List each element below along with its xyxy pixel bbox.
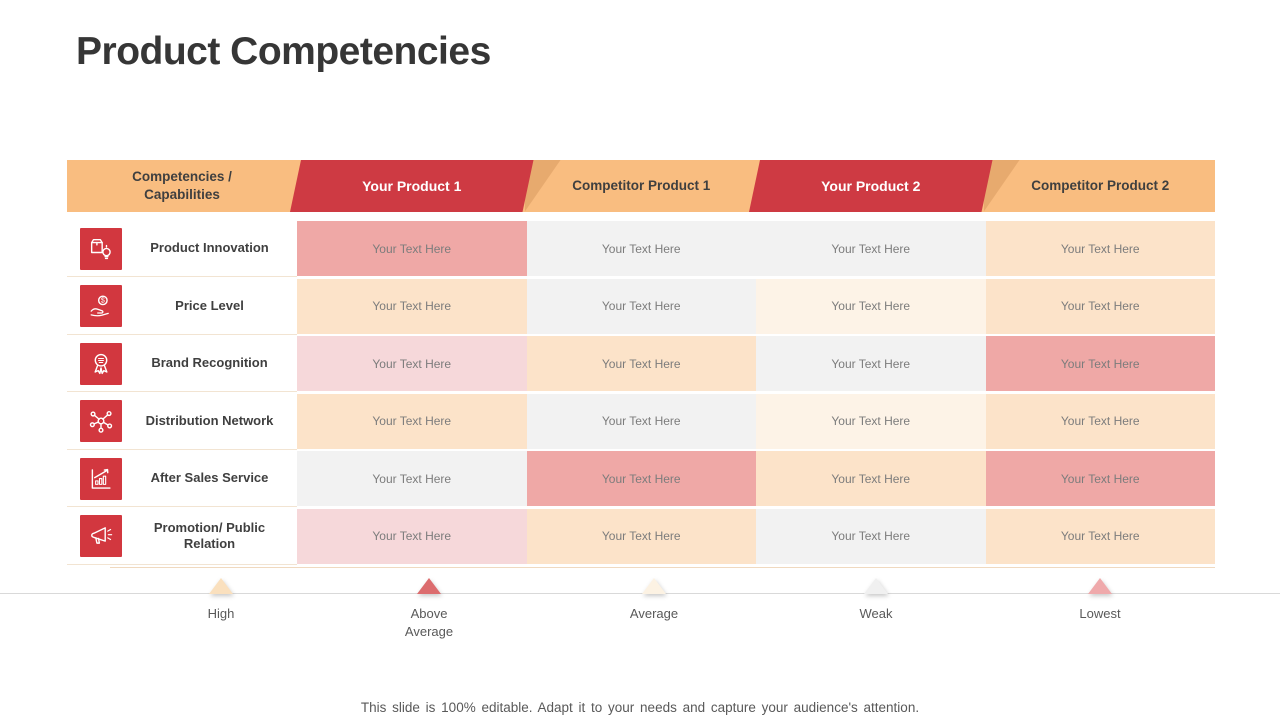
- table-cell: Your Text Here: [756, 221, 986, 276]
- competency-cell: After Sales Service: [67, 451, 297, 506]
- after-sales-service-icon: [80, 457, 122, 500]
- table-cell: Your Text Here: [985, 221, 1215, 276]
- triangle-marker-icon: [864, 578, 888, 594]
- table-cell: Your Text Here: [756, 336, 986, 391]
- header-competencies: Competencies / Capabilities: [132, 169, 232, 202]
- table-header: Competencies / Capabilities Your Product…: [67, 160, 1215, 212]
- table-cell: Your Text Here: [985, 508, 1215, 564]
- legend-axis-line: [0, 593, 1280, 594]
- legend-item: Above Average: [359, 578, 499, 640]
- legend-label: Weak: [859, 606, 893, 621]
- table-cell: Your Text Here: [526, 508, 756, 564]
- table-bottom-divider: [110, 567, 1215, 568]
- competency-label: Promotion/ Public Relation: [153, 519, 266, 551]
- table-row: Distribution Network Your Text Here Your …: [67, 393, 1215, 449]
- footer-note: This slide is 100% editable. Adapt it to…: [360, 700, 920, 715]
- table-cell: Your Text Here: [297, 278, 527, 334]
- competency-label: Brand Recognition: [151, 355, 268, 371]
- comparison-table: Competencies / Capabilities Your Product…: [67, 160, 1215, 566]
- competency-label: After Sales Service: [150, 470, 269, 486]
- table-row: Promotion/ Public Relation Your Text Her…: [67, 508, 1215, 564]
- legend-item: Average: [584, 578, 724, 623]
- table-cell: Your Text Here: [526, 221, 756, 276]
- header-competitor-product-1: Competitor Product 1: [527, 160, 757, 212]
- competency-cell: $ Price Level: [67, 278, 297, 334]
- competency-label: Price Level: [175, 297, 244, 313]
- competency-label: Distribution Network: [145, 412, 274, 428]
- table-cell: Your Text Here: [526, 451, 756, 506]
- triangle-marker-icon: [642, 578, 666, 594]
- triangle-marker-icon: [1088, 578, 1112, 594]
- price-level-icon: $: [80, 285, 122, 327]
- table-row: After Sales Service Your Text Here Your T…: [67, 451, 1215, 506]
- svg-text:$: $: [101, 298, 105, 305]
- table-body: Product Innovation Your Text Here Your Te…: [67, 221, 1215, 564]
- competency-label: Product Innovation: [150, 240, 269, 256]
- legend-label: Lowest: [1079, 606, 1121, 621]
- table-cell: Your Text Here: [985, 278, 1215, 334]
- table-cell: Your Text Here: [526, 336, 756, 391]
- table-cell: Your Text Here: [756, 393, 986, 449]
- header-competitor-product-2: Competitor Product 2: [986, 160, 1216, 212]
- table-cell: Your Text Here: [526, 393, 756, 449]
- table-row: Brand Recognition Your Text Here Your Tex…: [67, 336, 1215, 391]
- triangle-marker-icon: [209, 578, 233, 594]
- competency-cell: Distribution Network: [67, 393, 297, 449]
- table-cell: Your Text Here: [756, 451, 986, 506]
- table-cell: Your Text Here: [297, 393, 527, 449]
- table-cell: Your Text Here: [297, 451, 527, 506]
- legend-item: Lowest: [1030, 578, 1170, 623]
- legend-item: Weak: [806, 578, 946, 623]
- legend-label: High: [207, 606, 235, 621]
- table-row: $ Price Level Your Text Here Your Text He…: [67, 278, 1215, 334]
- table-cell: Your Text Here: [756, 508, 986, 564]
- competency-cell: Promotion/ Public Relation: [67, 508, 297, 564]
- page-title: Product Competencies: [76, 30, 491, 73]
- table-cell: Your Text Here: [756, 278, 986, 334]
- legend-label: Average: [629, 606, 679, 621]
- triangle-marker-icon: [417, 578, 441, 594]
- brand-recognition-icon: [80, 342, 122, 385]
- table-cell: Your Text Here: [297, 336, 527, 391]
- table-cell: Your Text Here: [297, 508, 527, 564]
- distribution-network-icon: [80, 400, 122, 442]
- table-cell: Your Text Here: [985, 393, 1215, 449]
- legend-item: High: [151, 578, 291, 623]
- competency-cell: Product Innovation: [67, 221, 297, 276]
- promotion-icon: [80, 515, 122, 557]
- header-your-product-1: Your Product 1: [290, 160, 534, 212]
- table-cell: Your Text Here: [985, 336, 1215, 391]
- competency-cell: Brand Recognition: [67, 336, 297, 391]
- table-row: Product Innovation Your Text Here Your Te…: [67, 221, 1215, 276]
- header-your-product-2: Your Product 2: [749, 160, 993, 212]
- table-cell: Your Text Here: [297, 221, 527, 276]
- table-cell: Your Text Here: [985, 451, 1215, 506]
- legend-label: Above Average: [404, 606, 454, 639]
- product-innovation-icon: [80, 227, 122, 270]
- table-cell: Your Text Here: [526, 278, 756, 334]
